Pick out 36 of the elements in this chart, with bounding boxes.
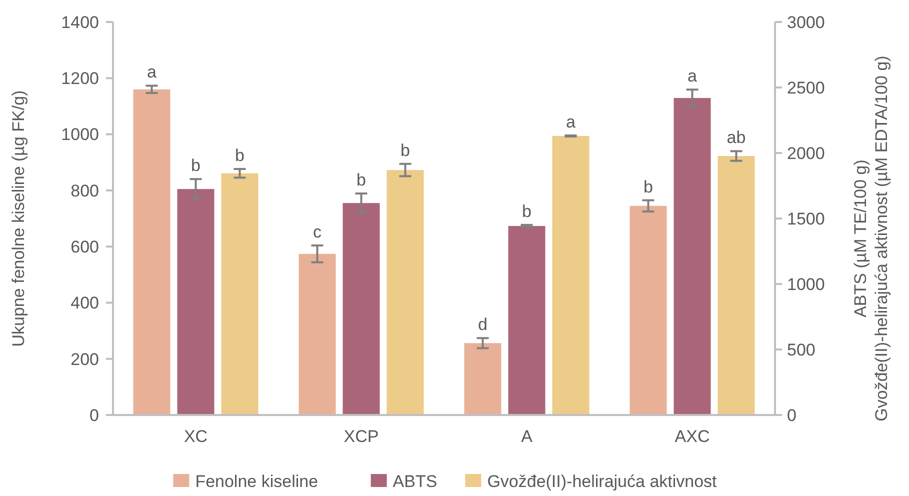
data-label: c bbox=[313, 222, 322, 242]
x-tick-label: AXC bbox=[674, 427, 710, 446]
y-tick-label: 1400 bbox=[61, 12, 99, 32]
y2-tick-label: 0 bbox=[787, 406, 796, 425]
y-tick-label: 1200 bbox=[61, 69, 99, 88]
data-label: b bbox=[400, 140, 410, 160]
data-label: ab bbox=[726, 128, 746, 148]
data-label: b bbox=[356, 170, 366, 190]
data-label: b bbox=[235, 146, 244, 165]
data-label: a bbox=[566, 112, 576, 132]
y-tick-label: 800 bbox=[70, 181, 99, 200]
y2-axis-title: ABTS (µM TE/100 g) Gvožđe(II)-helirajuća aktivnost (µM EDTA/100 g) bbox=[851, 56, 891, 422]
y2-tick-label: 1000 bbox=[787, 274, 825, 294]
x-tick-label: A bbox=[521, 427, 534, 446]
y2-tick-label: 3000 bbox=[787, 12, 825, 32]
legend-label: Gvožđe(II)-helirajuća aktivnost bbox=[487, 472, 718, 491]
y2-tick-label: 1500 bbox=[787, 209, 825, 228]
data-label: b bbox=[644, 177, 653, 196]
y-tick-label: 0 bbox=[90, 406, 99, 425]
data-label: b bbox=[191, 156, 200, 176]
data-label: a bbox=[688, 66, 698, 86]
legend-label: Fenolne kiseline bbox=[195, 472, 318, 491]
legend-label: ABTS bbox=[392, 472, 438, 491]
y-tick-label: 600 bbox=[70, 238, 99, 257]
data-label: a bbox=[147, 62, 158, 82]
y2-tick-label: 2000 bbox=[787, 144, 825, 163]
y2-tick-label: 2500 bbox=[787, 78, 825, 98]
data-label: b bbox=[522, 202, 532, 221]
y-tick-label: 1000 bbox=[61, 125, 99, 144]
x-tick-label: XC bbox=[184, 427, 208, 446]
x-tick-label: XCP bbox=[344, 427, 379, 446]
y2-tick-label: 500 bbox=[787, 340, 816, 360]
data-label: d bbox=[478, 315, 488, 334]
y-tick-label: 400 bbox=[70, 294, 99, 313]
y-axis-title: Ukupne fenolne kiseline (µg FK/g) bbox=[9, 90, 28, 347]
y-tick-label: 200 bbox=[70, 350, 99, 369]
